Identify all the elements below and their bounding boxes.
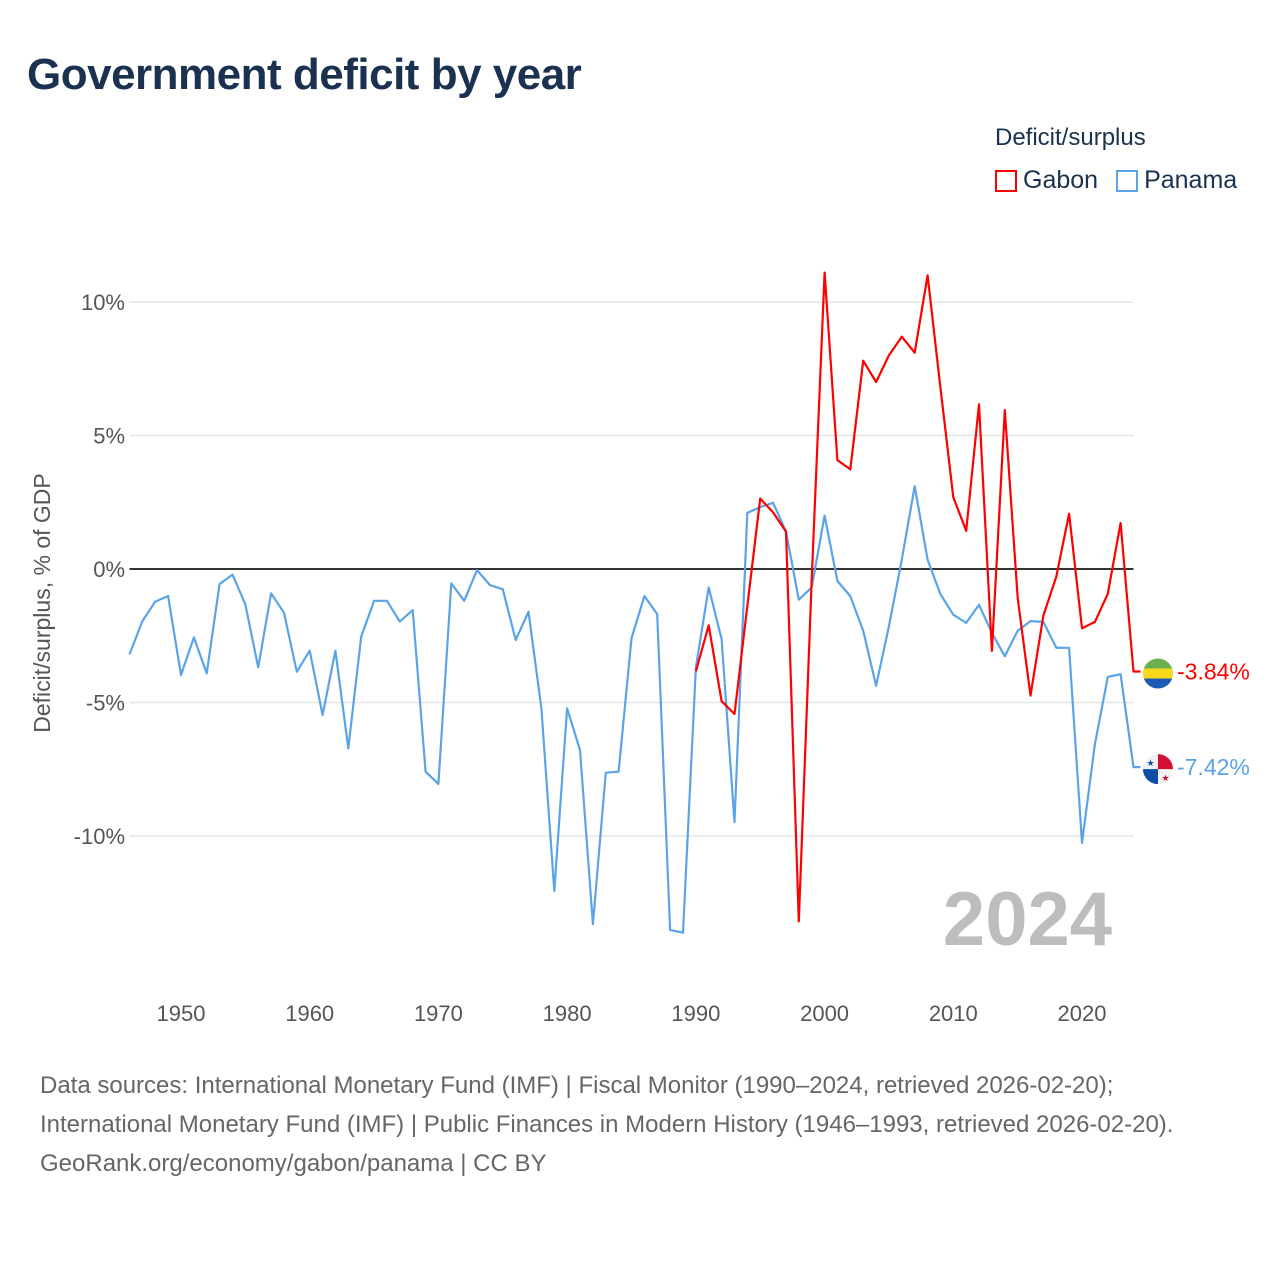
y-tick-label: -5% — [86, 691, 125, 716]
x-tick-label: 1960 — [285, 1001, 334, 1026]
x-tick-label: 1990 — [671, 1001, 720, 1026]
legend-swatch-panama — [1116, 169, 1139, 192]
panama-flag-icon: ★★ — [1143, 754, 1173, 785]
legend-label-gabon: Gabon — [1023, 166, 1099, 194]
chart-title: Government deficit by year — [27, 50, 582, 99]
svg-text:★: ★ — [1146, 758, 1154, 768]
legend-title: Deficit/surplus — [995, 124, 1146, 151]
x-tick-label: 2010 — [929, 1001, 978, 1026]
y-tick-label: 5% — [93, 424, 125, 449]
y-tick-label: 0% — [93, 557, 125, 582]
end-label-gabon: -3.84% — [1177, 659, 1250, 685]
credit-link[interactable]: GeoRank.org/economy/gabon/panama | CC BY — [40, 1150, 547, 1177]
legend: Gabon Panama — [995, 166, 1237, 195]
legend-item-gabon[interactable]: Gabon — [995, 166, 1098, 195]
series-line-panama[interactable] — [128, 485, 1141, 934]
data-sources: Data sources: International Monetary Fun… — [40, 1072, 1174, 1138]
x-tick-label: 2020 — [1058, 1001, 1107, 1026]
y-tick-label: -10% — [74, 824, 125, 849]
svg-text:★: ★ — [1161, 773, 1169, 783]
series-line-gabon[interactable] — [694, 271, 1141, 923]
y-axis-label: Deficit/surplus, % of GDP — [29, 473, 55, 732]
legend-swatch-gabon — [995, 169, 1017, 192]
gabon-flag-icon — [1143, 658, 1173, 689]
y-tick-label: 10% — [81, 290, 125, 315]
footer: Data sources: International Monetary Fun… — [40, 1066, 1240, 1183]
x-tick-label: 2000 — [800, 1001, 849, 1026]
legend-label-panama: Panama — [1144, 166, 1238, 194]
x-tick-label: 1950 — [157, 1001, 206, 1026]
legend-item-panama[interactable]: Panama — [1116, 166, 1237, 195]
x-tick-label: 1970 — [414, 1001, 463, 1026]
end-label-panama: -7.42% — [1177, 754, 1250, 780]
year-label: 2024 — [943, 877, 1112, 962]
x-tick-label: 1980 — [543, 1001, 592, 1026]
